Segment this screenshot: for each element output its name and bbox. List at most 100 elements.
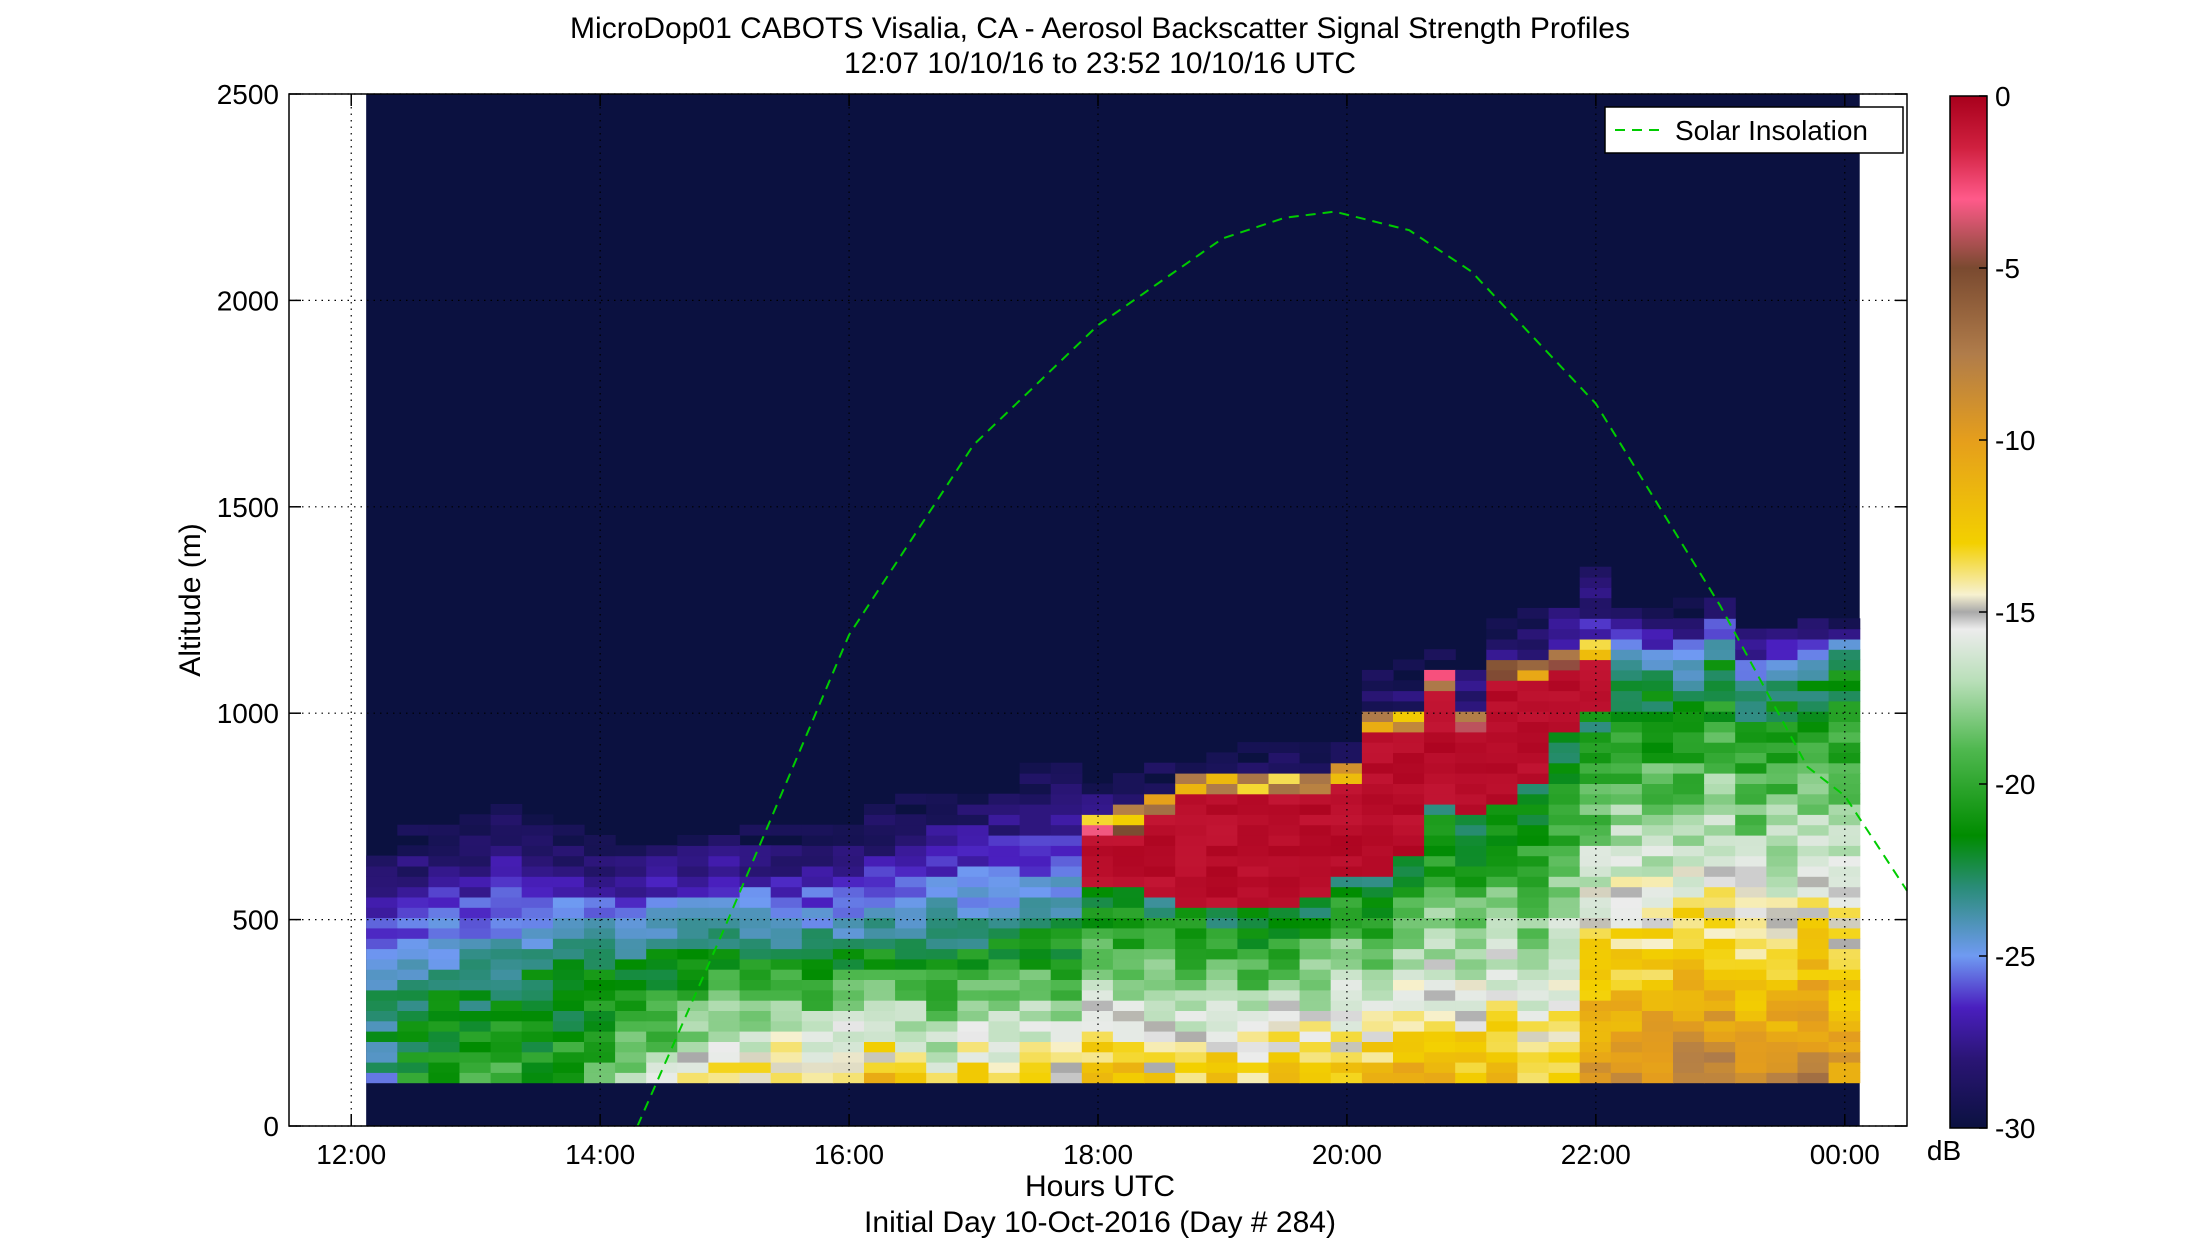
heatmap-cell [926,896,958,908]
heatmap-cell [1206,938,1238,950]
heatmap-cell [521,814,554,826]
heatmap-cell [1361,1072,1394,1084]
heatmap-cell [1424,1051,1456,1063]
heatmap-cell [1268,876,1301,888]
heatmap-cell [1206,1072,1238,1084]
heatmap-cell [1517,845,1550,857]
heatmap-cell [1486,793,1518,805]
heatmap-cell [1548,783,1581,795]
heatmap-cell [1299,1051,1332,1063]
heatmap-cell [1673,1051,1705,1063]
heatmap-cell [1704,958,1736,970]
heatmap-cell [708,1072,741,1084]
heatmap-cell [1455,731,1487,743]
heatmap-cell [832,865,865,877]
heatmap-cell [1797,638,1830,650]
heatmap-cell [459,1031,492,1042]
heatmap-cell [1735,1000,1767,1011]
heatmap-cell [1797,886,1830,898]
heatmap-cell [1081,1000,1114,1011]
heatmap-cell [1268,783,1301,795]
heatmap-cell [1175,1020,1207,1032]
heatmap-cell [1361,855,1394,867]
heatmap-cell [801,855,834,867]
heatmap-cell [1797,711,1830,722]
heatmap-cell [1610,680,1643,692]
heatmap-cell [1673,711,1705,722]
heatmap-cell [397,1072,429,1084]
heatmap-cell [366,958,398,970]
heatmap-cell [584,948,616,960]
heatmap-cell [1641,752,1674,764]
heatmap-cell [1704,1051,1736,1063]
heatmap-cell [677,1000,709,1011]
heatmap-cell [521,1072,554,1084]
heatmap-cell [895,793,927,805]
heatmap-cell [521,876,554,888]
heatmap-cell [1455,1072,1487,1084]
heatmap-cell [1517,969,1550,980]
colorbar: 0-5-10-15-20-25-30 dB [1927,81,2036,1166]
heatmap-cell [957,793,990,805]
heatmap-cell [1610,1031,1643,1042]
heatmap-cell [552,824,585,836]
heatmap-cell [1610,607,1643,619]
heatmap-cell [1797,649,1830,661]
heatmap-cell [1455,948,1487,960]
heatmap-cell [366,876,398,888]
heatmap-cell [1673,917,1705,929]
heatmap-cell [801,969,834,980]
heatmap-cell [1393,1041,1425,1053]
heatmap-cell [1548,731,1581,743]
heatmap-cell [1330,1010,1363,1022]
heatmap-cell [1797,690,1830,702]
heatmap-cell [1797,824,1830,836]
heatmap-cell [1610,628,1643,640]
heatmap-cell [1112,948,1145,960]
heatmap-cell [521,958,554,970]
heatmap-cell [1704,907,1736,919]
heatmap-cell [428,1041,461,1053]
heatmap-cell [801,979,834,991]
heatmap-cell [584,896,616,908]
heatmap-cell [988,804,1021,815]
heatmap-cell [1579,969,1612,980]
heatmap-cell [1610,948,1643,960]
heatmap-cell [1766,855,1799,867]
heatmap-cell [1579,669,1612,681]
heatmap-cell [1050,1051,1083,1063]
heatmap-cell [1299,917,1332,929]
chart-subtitle: 12:07 10/10/16 to 23:52 10/10/16 UTC [844,47,1356,80]
heatmap-cell [1610,958,1643,970]
heatmap-cell [1548,628,1581,640]
heatmap-cell [1206,762,1238,774]
heatmap-cell [770,876,803,888]
heatmap-cell [1019,835,1052,846]
heatmap-cell [1610,731,1643,743]
heatmap-cell [397,824,429,836]
heatmap-cell [366,938,398,950]
heatmap-cell [1330,824,1363,836]
heatmap-cell [1704,814,1736,826]
heatmap-cell [1579,773,1612,784]
heatmap-cell [646,886,678,898]
heatmap-cell [1206,1020,1238,1032]
heatmap-cell [1704,659,1736,671]
heatmap-cell [864,824,896,836]
heatmap-cell [1797,659,1830,671]
heatmap-cell [1828,618,1861,630]
heatmap-cell [1393,690,1425,702]
heatmap-cell [1641,680,1674,692]
heatmap-cell [1299,927,1332,939]
heatmap-cell [1610,824,1643,836]
heatmap-cell [1050,865,1083,877]
heatmap-cell [1330,865,1363,877]
heatmap-cell [1206,804,1238,815]
heatmap-cell [1393,948,1425,960]
heatmap-cell [1579,659,1612,671]
heatmap-cell [1206,958,1238,970]
heatmap-cell [739,876,772,888]
heatmap-cell [1299,783,1332,795]
heatmap-cell [801,896,834,908]
heatmap-cell [428,855,461,867]
